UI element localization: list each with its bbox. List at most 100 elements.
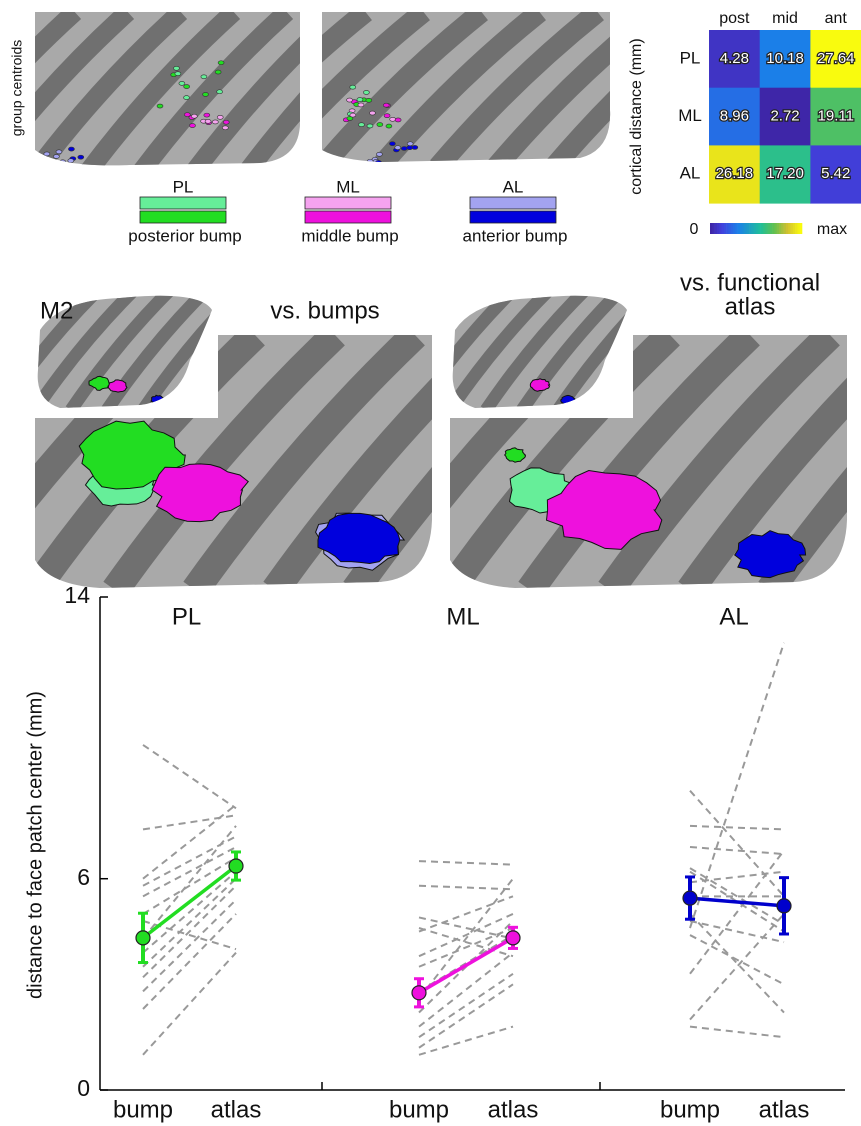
sulcus xyxy=(450,335,680,588)
cell-label: 26.18 xyxy=(716,165,754,182)
legend-label: ML xyxy=(336,177,360,196)
colorbar-label: max xyxy=(817,221,847,238)
centroid xyxy=(77,163,85,166)
colorbar-step xyxy=(792,223,796,234)
centroid xyxy=(400,146,408,151)
sulcus xyxy=(322,12,372,162)
sulcus xyxy=(101,295,211,408)
centroid xyxy=(376,122,384,127)
panel-title: vs. bumps xyxy=(270,297,379,324)
legend-label: PL xyxy=(173,177,194,196)
y-tick-label: 14 xyxy=(64,582,90,608)
centroid xyxy=(77,154,85,160)
cortex xyxy=(35,12,300,166)
colorbar-step xyxy=(779,223,782,234)
subject-line xyxy=(142,803,237,880)
cell-label: 4.28 xyxy=(720,50,749,67)
centroid xyxy=(363,90,370,95)
subject-line xyxy=(142,899,237,993)
mean-point xyxy=(505,930,521,946)
colorbar-step xyxy=(769,223,773,234)
colorbar-step xyxy=(726,223,729,234)
mean-line xyxy=(418,936,514,995)
mean-point xyxy=(135,930,151,946)
patch xyxy=(545,470,663,550)
sulcus xyxy=(678,335,847,588)
heatmap-cell xyxy=(709,87,761,146)
centroid xyxy=(222,119,230,125)
subject-line xyxy=(418,895,514,933)
colorbar-step xyxy=(762,223,766,234)
subject-line xyxy=(418,884,514,891)
sulcus xyxy=(35,12,188,166)
panel-label: M2 xyxy=(40,297,73,324)
subject-line xyxy=(689,919,785,944)
colorbar-step xyxy=(772,223,775,234)
sulcus xyxy=(186,12,300,166)
heatmap-ylabel: cortical distance (mm) xyxy=(628,38,645,194)
panel-title: vs. functional xyxy=(680,269,820,296)
legend-name: posterior bump xyxy=(128,226,241,245)
x-tick-label: bump xyxy=(660,1096,720,1123)
colorbar-step xyxy=(760,223,764,234)
legend-swatch xyxy=(139,210,227,224)
heatmap-cell xyxy=(810,30,861,89)
cortex xyxy=(322,12,611,162)
group-label: PL xyxy=(172,603,201,630)
subject-line xyxy=(689,849,785,975)
subject-line xyxy=(142,885,237,979)
mean-point xyxy=(411,985,427,1001)
heatmap-cell xyxy=(759,30,811,89)
colorbar-step xyxy=(785,223,789,234)
centroid xyxy=(217,60,225,66)
centroid xyxy=(375,160,382,162)
mean-line xyxy=(141,864,238,940)
centroid xyxy=(366,158,374,162)
sulcus xyxy=(80,12,241,166)
subject-line xyxy=(689,824,785,831)
colorbar-step xyxy=(749,223,752,234)
centroid xyxy=(200,74,208,80)
subject-line xyxy=(418,860,514,866)
subject-line xyxy=(689,913,785,1021)
centroid xyxy=(394,117,402,123)
centroid xyxy=(53,154,60,159)
subject-line xyxy=(689,934,785,986)
legend-swatch xyxy=(469,210,557,224)
subject-line xyxy=(142,870,237,954)
centroid xyxy=(43,151,51,157)
cell-label: 5.42 xyxy=(821,165,850,182)
legend-swatch xyxy=(304,210,392,224)
x-tick-label: atlas xyxy=(488,1096,539,1123)
subject-line xyxy=(418,913,514,958)
subject-line xyxy=(689,642,785,929)
sulcus xyxy=(546,12,611,162)
sulcus xyxy=(322,12,430,162)
centroid xyxy=(366,123,374,129)
centroid xyxy=(369,110,376,116)
subject-line xyxy=(142,846,237,898)
cell-label: 8.96 xyxy=(720,108,749,125)
row-label: PL xyxy=(680,48,701,67)
centroid xyxy=(174,71,182,76)
colorbar-step xyxy=(744,223,748,234)
sulcus xyxy=(430,12,604,162)
heatmap-cell xyxy=(759,145,811,204)
centroid xyxy=(183,95,190,100)
centroid xyxy=(216,89,223,95)
subject-line xyxy=(689,846,785,856)
patch xyxy=(560,394,576,405)
centroid xyxy=(183,84,190,89)
subject-line xyxy=(689,870,785,884)
colorbar-step xyxy=(733,223,736,234)
centroid xyxy=(204,119,212,124)
sulcus xyxy=(239,12,300,166)
colorbar-step xyxy=(765,223,768,234)
centroid xyxy=(68,146,75,152)
centroid xyxy=(376,151,383,157)
sulcus xyxy=(598,335,840,588)
group-label: ML xyxy=(446,603,479,630)
brain-images xyxy=(35,12,847,588)
colorbar-step xyxy=(730,223,734,234)
heatmap-cell xyxy=(810,87,861,146)
